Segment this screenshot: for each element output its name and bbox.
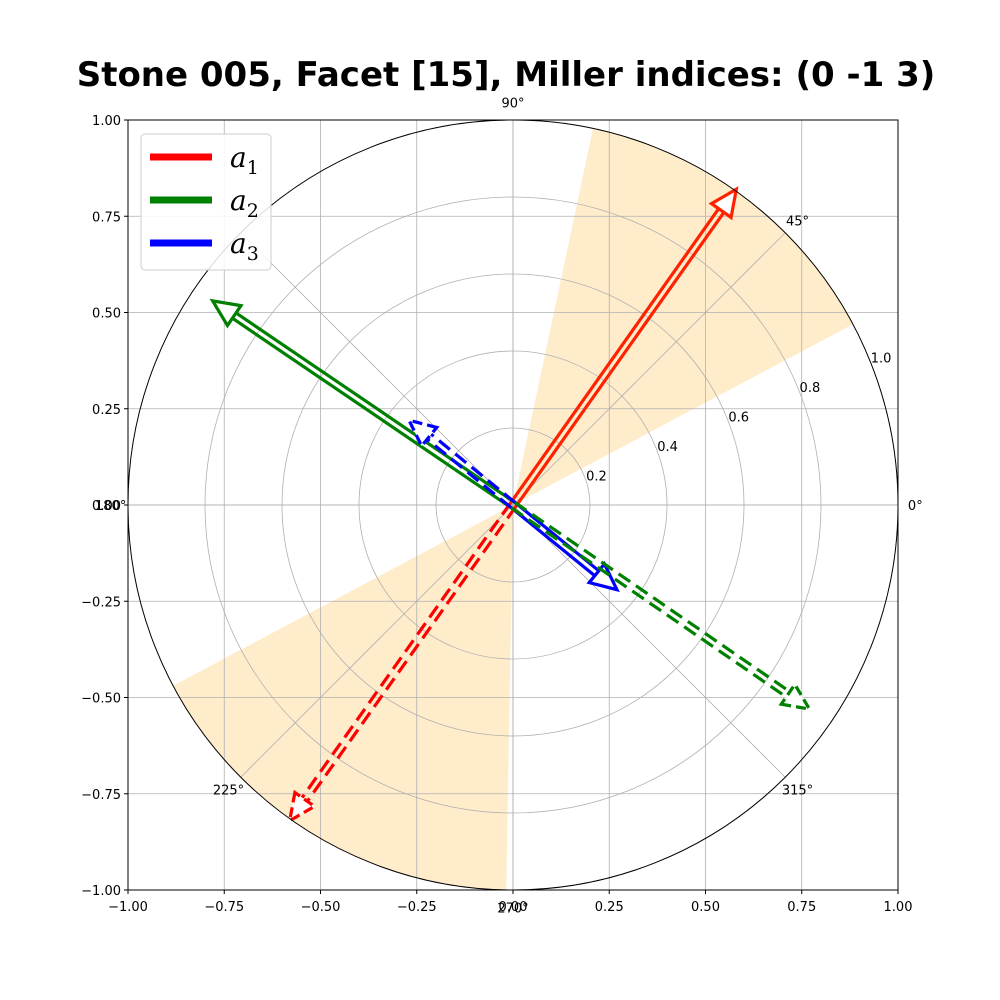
polar-labels: 0.2 0.4 0.6 0.8 1.0 0° 45° 90° 180° 225° 270° 315° <box>95 97 923 917</box>
angle-gridline-45 <box>512 232 786 506</box>
radial-tick-label-4: 1.0 <box>871 352 892 367</box>
x-tick-label-6: 0.50 <box>691 900 720 915</box>
radial-tick-label-2: 0.6 <box>728 411 749 426</box>
y-tick-label-1: 0.75 <box>92 210 121 225</box>
shaded-sector-1 <box>513 128 853 505</box>
vector-a1-solid <box>509 186 739 508</box>
y-tick-label-0: 1.00 <box>92 114 121 129</box>
x-tick-label-3: −0.25 <box>397 900 437 915</box>
x-tick-label-2: −0.50 <box>301 900 341 915</box>
x-tick-label-7: 0.75 <box>787 900 816 915</box>
vectors <box>209 186 813 824</box>
radial-tick-label-3: 0.8 <box>800 381 821 396</box>
angle-label-180: 180° <box>95 499 126 514</box>
cartesian-ticks: −1.00 −0.75 −0.50 −0.25 0.00 0.25 0.50 0.75 1.00… <box>81 114 912 915</box>
chart-title: Stone 005, Facet [15], Miller indices: (… <box>77 55 936 95</box>
vector-a3-solid <box>509 501 620 593</box>
y-tick-label-7: −0.75 <box>81 788 121 803</box>
x-tick-label-8: 1.00 <box>884 900 913 915</box>
x-tick-label-4: 0.00 <box>499 900 528 915</box>
angle-label-225: 225° <box>213 783 244 798</box>
angle-label-0: 0° <box>908 499 923 514</box>
angle-label-270: 270° <box>497 901 528 916</box>
vector-a3-dashed <box>406 417 517 509</box>
vector-a2-solid <box>209 298 516 509</box>
angle-gridline-135 <box>240 232 514 506</box>
vector-a1-dashed <box>287 502 517 824</box>
x-tick-label-1: −0.75 <box>204 900 244 915</box>
y-tick-label-5: −0.25 <box>81 595 121 610</box>
x-tick-label-0: −1.00 <box>108 900 148 915</box>
angle-label-90: 90° <box>501 97 524 112</box>
radial-tick-label-0: 0.2 <box>586 470 607 485</box>
vector-a2-dashed <box>510 501 813 712</box>
polar-grid <box>128 120 898 890</box>
y-tick-label-2: 0.50 <box>92 307 121 322</box>
angle-gridline-225 <box>240 504 514 778</box>
angle-label-45: 45° <box>786 215 809 230</box>
y-tick-label-6: −0.50 <box>81 692 121 707</box>
angle-gridline-315 <box>512 504 786 778</box>
x-tick-label-5: 0.25 <box>595 900 624 915</box>
y-tick-label-4: 0.00 <box>92 499 121 514</box>
angle-label-315: 315° <box>782 783 813 798</box>
y-tick-label-3: 0.25 <box>92 403 121 418</box>
radial-tick-label-1: 0.4 <box>657 440 678 455</box>
y-tick-label-8: −1.00 <box>81 884 121 899</box>
